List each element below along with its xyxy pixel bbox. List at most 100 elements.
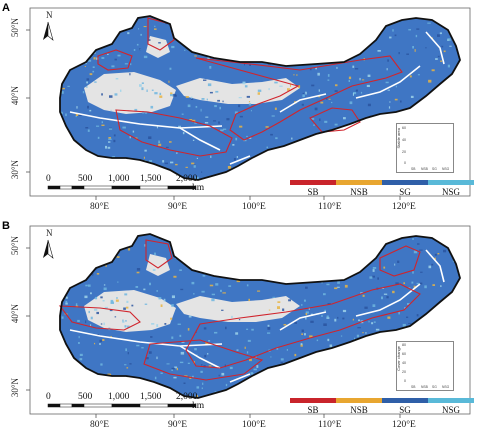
scale-segment	[139, 403, 169, 408]
pixel-patch	[256, 402, 260, 405]
pixel-patch	[123, 307, 126, 310]
legend-sb: SB	[307, 187, 319, 197]
pixel-patch	[426, 330, 428, 332]
pixel-patch	[424, 285, 427, 289]
pixel-patch	[79, 358, 83, 361]
pixel-patch	[141, 347, 144, 349]
pixel-patch	[196, 386, 200, 389]
pixel-patch	[443, 249, 447, 253]
pixel-patch	[278, 31, 281, 35]
pixel-patch	[103, 162, 107, 165]
pixel-patch	[404, 307, 407, 310]
pixel-patch	[108, 138, 112, 140]
pixel-patch	[253, 368, 257, 371]
scale-segment	[111, 403, 141, 408]
panel-a: A 50°N 40°N 30°N 80°E 90°E 100°E 110°E 1…	[2, 2, 474, 212]
pixel-patch	[69, 251, 71, 254]
scale-segment	[83, 185, 113, 190]
pixel-patch	[217, 258, 220, 260]
pixel-patch	[437, 34, 440, 37]
lat-label-40: 40°N	[10, 86, 20, 106]
pixel-patch	[136, 344, 140, 347]
pixel-patch	[125, 306, 129, 309]
pixel-patch	[134, 401, 136, 403]
pixel-patch	[331, 59, 334, 61]
pixel-patch	[444, 105, 448, 108]
pixel-patch	[222, 128, 227, 130]
pixel-patch	[61, 87, 65, 90]
pixel-patch	[351, 270, 353, 273]
pixel-patch	[145, 357, 149, 360]
scale-segment	[167, 403, 197, 408]
pixel-patch	[387, 154, 389, 157]
pixel-patch	[156, 356, 158, 360]
pixel-patch	[367, 74, 371, 77]
pixel-patch	[65, 302, 68, 305]
pixel-patch	[78, 342, 80, 344]
pixel-patch	[285, 272, 289, 273]
pixel-patch	[124, 293, 128, 296]
scale-label-0: 0	[46, 392, 51, 402]
pixel-patch	[301, 329, 304, 333]
pixel-patch	[276, 347, 279, 350]
pixel-patch	[362, 294, 365, 297]
pixel-patch	[378, 358, 381, 361]
pixel-patch	[96, 57, 99, 60]
scale-label-500: 500	[78, 392, 93, 402]
pixel-patch	[178, 125, 181, 128]
pixel-patch	[275, 137, 278, 140]
pixel-patch	[320, 355, 323, 357]
pixel-patch	[141, 379, 144, 383]
pixel-patch	[383, 266, 386, 269]
scale-label-2000: 2,000	[176, 392, 198, 402]
pixel-patch	[431, 69, 435, 72]
pixel-patch	[266, 146, 268, 149]
pixel-patch	[327, 338, 330, 342]
pixel-patch	[268, 161, 270, 164]
pixel-patch	[333, 390, 336, 392]
pixel-patch	[92, 66, 95, 68]
scale-segment	[71, 403, 85, 408]
pixel-patch	[222, 292, 226, 294]
pixel-patch	[253, 239, 257, 241]
pixel-patch	[93, 157, 96, 161]
pixel-patch	[301, 236, 303, 239]
pixel-patch	[114, 58, 117, 61]
pixel-patch	[346, 395, 350, 398]
pixel-patch	[362, 332, 364, 334]
pixel-patch	[453, 33, 455, 35]
pixel-patch	[253, 273, 255, 276]
pixel-patch	[305, 313, 308, 316]
pixel-patch	[203, 327, 207, 330]
pixel-patch	[373, 171, 375, 174]
pixel-patch	[381, 296, 383, 300]
pixel-patch	[324, 120, 328, 123]
legend-swatch	[336, 398, 382, 403]
pixel-patch	[350, 51, 353, 53]
pixel-patch	[342, 23, 345, 26]
pixel-patch	[267, 170, 269, 174]
pixel-patch	[139, 48, 141, 51]
pixel-patch	[65, 300, 68, 304]
pixel-patch	[94, 81, 97, 83]
pixel-patch	[244, 51, 248, 54]
pixel-patch	[312, 354, 315, 357]
pixel-patch	[412, 114, 415, 118]
pixel-patch	[349, 138, 352, 141]
pixel-patch	[449, 45, 452, 47]
pixel-patch	[183, 382, 186, 384]
pixel-patch	[413, 250, 418, 254]
pixel-patch	[360, 91, 363, 94]
pixel-patch	[85, 284, 88, 287]
pixel-patch	[303, 154, 305, 158]
pixel-patch	[133, 49, 136, 51]
pixel-patch	[135, 286, 139, 288]
pixel-patch	[295, 237, 297, 240]
pixel-patch	[382, 125, 386, 127]
pixel-patch	[129, 173, 133, 175]
pixel-patch	[319, 268, 322, 270]
pixel-patch	[225, 326, 227, 330]
legend-swatch	[382, 180, 428, 185]
pixel-patch	[357, 327, 361, 329]
inset-ylabel: Stable area	[396, 128, 401, 149]
